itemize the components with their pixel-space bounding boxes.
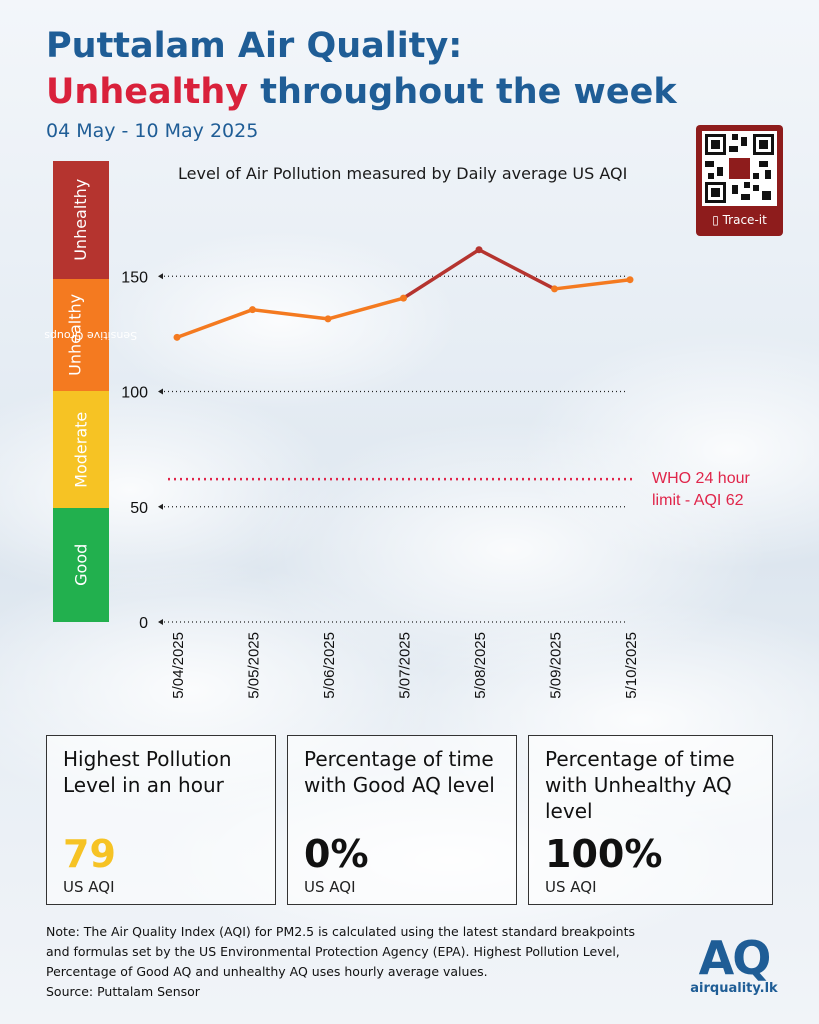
note-line: and formulas set by the US Environmental… bbox=[46, 944, 620, 959]
card-value: 79 bbox=[63, 832, 116, 876]
band-unhealthy: Unhealthy bbox=[53, 161, 109, 279]
card-unit: US AQI bbox=[545, 878, 597, 896]
title-highlight: Unhealthy bbox=[46, 72, 249, 112]
x-tick-label: 5/09/2025 bbox=[548, 632, 565, 699]
aq-logo-mark: AQ bbox=[698, 931, 772, 985]
x-tick-label: 5/06/2025 bbox=[321, 632, 338, 699]
page-title-line2: Unhealthy throughout the week bbox=[46, 72, 677, 112]
x-tick-label: 5/08/2025 bbox=[472, 632, 489, 699]
data-point bbox=[324, 315, 332, 323]
note-line: Percentage of Good AQ and unhealthy AQ u… bbox=[46, 964, 488, 979]
x-axis-ticks: 5/04/2025 5/05/2025 5/06/2025 5/07/2025 5/08… bbox=[170, 632, 640, 699]
source-line: Source: Puttalam Sensor bbox=[46, 984, 200, 999]
x-tick-label: 5/05/2025 bbox=[246, 632, 263, 699]
footnote: Note: The Air Quality Index (AQI) for PM… bbox=[46, 922, 666, 1002]
series-segment bbox=[326, 296, 406, 321]
airquality-logo: AQ airquality.lk bbox=[689, 935, 779, 996]
series-segment bbox=[477, 247, 557, 291]
x-tick-label: 5/04/2025 bbox=[170, 632, 187, 699]
data-point bbox=[400, 294, 407, 302]
who-limit-label-line1: WHO 24 hour bbox=[652, 470, 750, 487]
data-point bbox=[626, 276, 634, 284]
card-unit: US AQI bbox=[63, 878, 115, 896]
qr-code-icon bbox=[702, 131, 777, 206]
logo-text: airquality.lk bbox=[690, 981, 778, 996]
data-point bbox=[551, 285, 558, 293]
x-tick-label: 5/10/2025 bbox=[623, 632, 640, 699]
card-highest-pollution: Highest Pollution Level in an hour 79 US… bbox=[46, 735, 276, 905]
card-title: Percentage of time with Unhealthy AQ lev… bbox=[545, 747, 735, 823]
card-unit: US AQI bbox=[304, 878, 356, 896]
data-point bbox=[249, 306, 256, 314]
card-value: 0% bbox=[304, 832, 369, 876]
band-unhealthy-sensitive: Unhealthy Sensitive Groups bbox=[43, 279, 136, 391]
gridline-arrow bbox=[158, 273, 163, 280]
card-good-percentage: Percentage of time with Good AQ level 0%… bbox=[287, 735, 517, 905]
chart-title: Level of Air Pollution measured by Daily… bbox=[178, 164, 628, 183]
series-segment bbox=[175, 307, 255, 340]
x-tick-label: 5/07/2025 bbox=[397, 632, 414, 699]
date-range: 04 May - 10 May 2025 bbox=[46, 120, 259, 142]
y-axis-ticks: 0 50 100 150 bbox=[121, 269, 148, 632]
gridline-arrow bbox=[158, 619, 163, 625]
series-segment bbox=[401, 247, 481, 300]
y-tick-label: 150 bbox=[121, 269, 148, 286]
trace-it-label: ▯ Trace-it bbox=[712, 213, 767, 227]
gridline-arrow bbox=[158, 503, 163, 510]
data-point bbox=[173, 333, 181, 341]
series-segment bbox=[552, 277, 632, 291]
series-segment bbox=[250, 307, 330, 321]
aqi-series bbox=[173, 246, 634, 341]
who-limit-label-line2: limit - AQI 62 bbox=[652, 492, 744, 509]
title-rest: throughout the week bbox=[248, 72, 677, 112]
card-title: Percentage of time with Good AQ level bbox=[304, 747, 495, 797]
trace-it-qr-code[interactable]: ▯ Trace-it bbox=[696, 125, 783, 236]
page-title-line1: Puttalam Air Quality: bbox=[46, 26, 463, 66]
data-point bbox=[475, 246, 483, 254]
band-good: Good bbox=[53, 508, 109, 622]
y-tick-label: 50 bbox=[130, 500, 148, 517]
band-moderate: Moderate bbox=[53, 391, 109, 508]
y-tick-label: 0 bbox=[139, 615, 148, 632]
card-title: Highest Pollution Level in an hour bbox=[63, 747, 232, 797]
note-line: Note: The Air Quality Index (AQI) for PM… bbox=[46, 924, 636, 939]
card-unhealthy-percentage: Percentage of time with Unhealthy AQ lev… bbox=[528, 735, 773, 905]
gridline-arrow bbox=[158, 388, 163, 395]
chart-grid bbox=[158, 273, 625, 625]
card-value: 100% bbox=[545, 832, 663, 876]
y-tick-label: 100 bbox=[121, 385, 148, 402]
